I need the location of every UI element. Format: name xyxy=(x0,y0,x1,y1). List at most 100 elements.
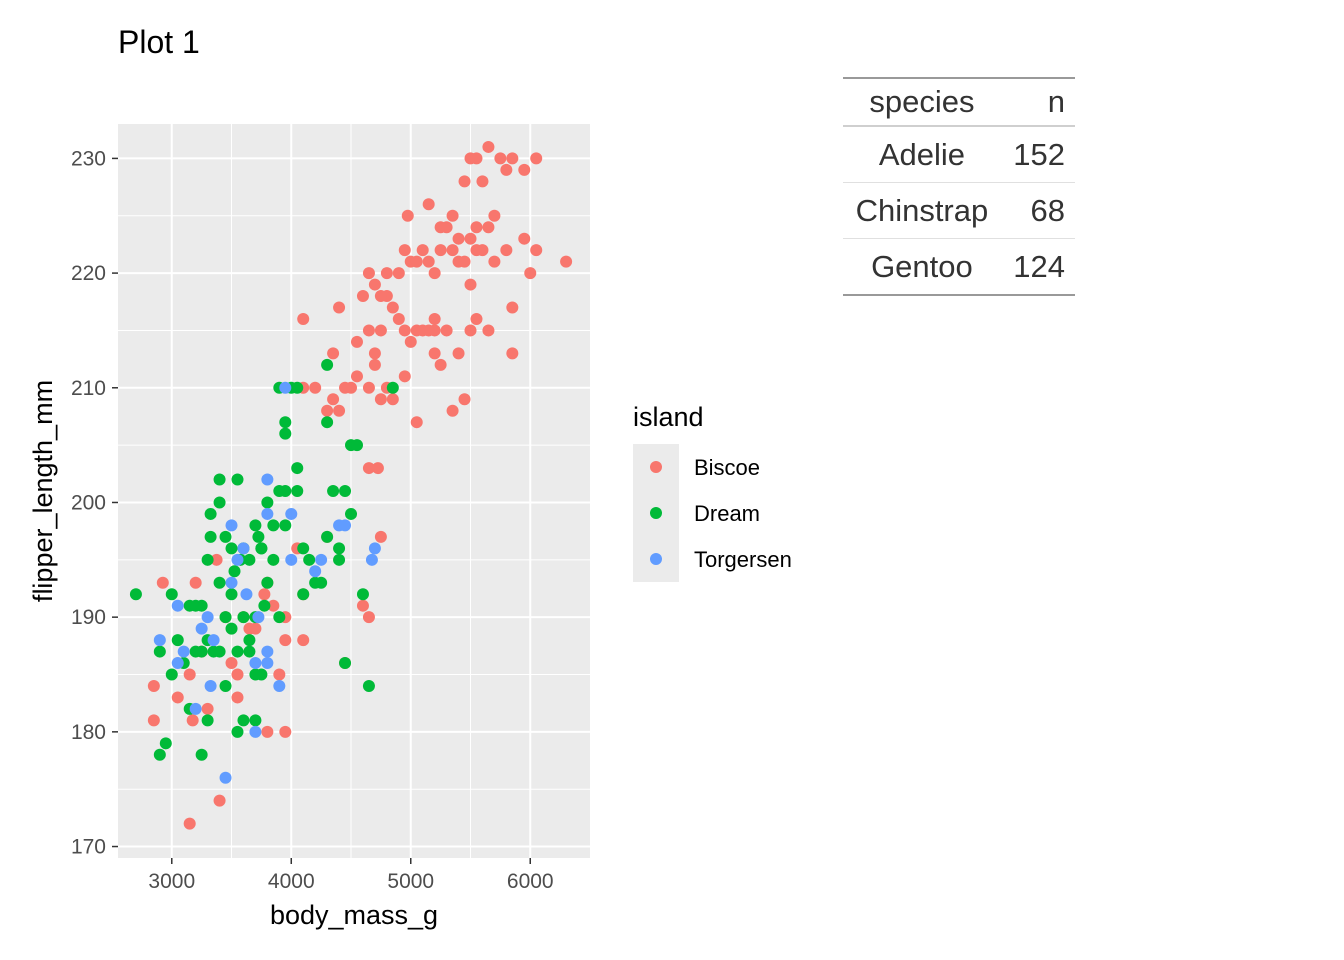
data-point-dream xyxy=(333,553,346,566)
data-point-biscoe xyxy=(494,152,507,165)
data-point-torgersen xyxy=(177,645,190,658)
data-point-dream xyxy=(291,485,304,497)
data-point-torgersen xyxy=(368,542,381,555)
data-points xyxy=(129,140,573,830)
data-point-biscoe xyxy=(398,370,411,383)
y-tick-label: 170 xyxy=(71,836,106,859)
data-point-biscoe xyxy=(560,255,573,268)
x-axis-title: body_mass_g xyxy=(270,900,438,930)
data-point-torgersen xyxy=(261,507,274,520)
data-point-biscoe xyxy=(147,679,160,692)
data-point-dream xyxy=(279,427,292,440)
legend: island Biscoe Dream Torgersen xyxy=(633,402,792,582)
table-row: Gentoo 124 xyxy=(843,238,1075,296)
y-tick-label: 220 xyxy=(71,262,106,285)
data-point-dream xyxy=(225,588,238,601)
data-point-biscoe xyxy=(156,576,169,589)
data-point-dream xyxy=(237,611,250,624)
data-point-biscoe xyxy=(392,312,405,325)
data-point-biscoe xyxy=(482,140,495,153)
data-point-dream xyxy=(350,439,363,452)
data-point-dream xyxy=(339,485,352,497)
data-point-dream xyxy=(201,553,214,566)
data-point-biscoe xyxy=(482,221,495,234)
data-point-dream xyxy=(231,725,244,738)
species-count-table: species n Adelie 152 Chinstrap 68 Gentoo… xyxy=(843,77,1075,296)
data-point-dream xyxy=(255,668,268,681)
column-header-species: species xyxy=(843,77,1001,127)
data-point-biscoe xyxy=(518,232,531,245)
data-point-dream xyxy=(219,679,232,692)
data-point-biscoe xyxy=(476,244,489,257)
data-point-biscoe xyxy=(440,221,453,234)
data-point-biscoe xyxy=(458,175,471,188)
data-point-biscoe xyxy=(374,290,387,303)
data-point-dream xyxy=(321,358,334,371)
data-point-torgersen xyxy=(225,519,238,532)
data-point-biscoe xyxy=(189,576,202,589)
data-point-torgersen xyxy=(285,507,298,520)
data-point-dream xyxy=(129,588,142,601)
data-point-biscoe xyxy=(362,267,375,280)
data-point-dream xyxy=(213,645,226,658)
data-point-torgersen xyxy=(273,679,286,692)
data-point-biscoe xyxy=(428,347,441,360)
data-point-dream xyxy=(249,714,262,727)
data-point-dream xyxy=(243,645,256,658)
data-point-torgersen xyxy=(189,702,202,715)
data-point-biscoe xyxy=(368,347,381,360)
data-point-dream xyxy=(252,530,265,543)
data-point-torgersen xyxy=(315,553,328,566)
data-point-biscoe xyxy=(368,278,381,291)
table-cell-species: Adelie xyxy=(843,126,1001,183)
data-point-biscoe xyxy=(398,244,411,257)
data-point-biscoe xyxy=(464,278,477,291)
data-point-dream xyxy=(219,611,232,624)
data-point-dream xyxy=(195,748,208,761)
legend-key-torgersen xyxy=(650,553,662,565)
data-point-torgersen xyxy=(279,381,292,394)
data-point-biscoe xyxy=(327,393,340,406)
data-point-torgersen xyxy=(201,611,214,624)
data-point-dream xyxy=(327,485,340,497)
x-tick-label: 4000 xyxy=(268,870,315,893)
data-point-torgersen xyxy=(207,634,220,647)
data-point-dream xyxy=(273,611,286,624)
data-point-biscoe xyxy=(371,462,384,475)
data-point-biscoe xyxy=(446,244,459,257)
data-point-biscoe xyxy=(345,381,358,394)
data-point-dream xyxy=(153,748,166,761)
data-point-biscoe xyxy=(386,301,399,314)
data-point-torgersen xyxy=(261,657,274,670)
data-point-dream xyxy=(339,657,352,670)
data-point-dream xyxy=(165,588,178,601)
data-point-biscoe xyxy=(327,347,340,360)
y-tick-label: 210 xyxy=(71,377,106,400)
data-point-torgersen xyxy=(285,553,298,566)
table-cell-n: 124 xyxy=(1000,238,1075,296)
data-point-biscoe xyxy=(530,244,543,257)
axes: 3000 4000 5000 6000 170 180 190 200 210 220 230 xyxy=(71,147,554,893)
data-point-dream xyxy=(204,507,217,520)
data-point-dream xyxy=(386,381,399,394)
data-point-torgersen xyxy=(171,599,184,612)
x-tick-label: 3000 xyxy=(148,870,195,893)
data-point-biscoe xyxy=(356,599,369,612)
data-point-torgersen xyxy=(249,657,262,670)
data-point-biscoe xyxy=(398,324,411,337)
data-point-dream xyxy=(237,714,250,727)
data-point-dream xyxy=(195,599,208,612)
data-point-torgersen xyxy=(309,565,322,578)
data-point-dream xyxy=(228,565,241,578)
data-point-dream xyxy=(261,576,274,589)
data-point-biscoe xyxy=(362,611,375,624)
data-point-dream xyxy=(159,737,172,750)
data-point-biscoe xyxy=(416,244,429,257)
table-cell-species: Gentoo xyxy=(843,238,1001,296)
data-point-biscoe xyxy=(374,393,387,406)
data-point-biscoe xyxy=(470,152,483,165)
data-point-biscoe xyxy=(434,358,447,371)
data-point-dream xyxy=(204,530,217,543)
data-point-dream xyxy=(261,496,274,509)
